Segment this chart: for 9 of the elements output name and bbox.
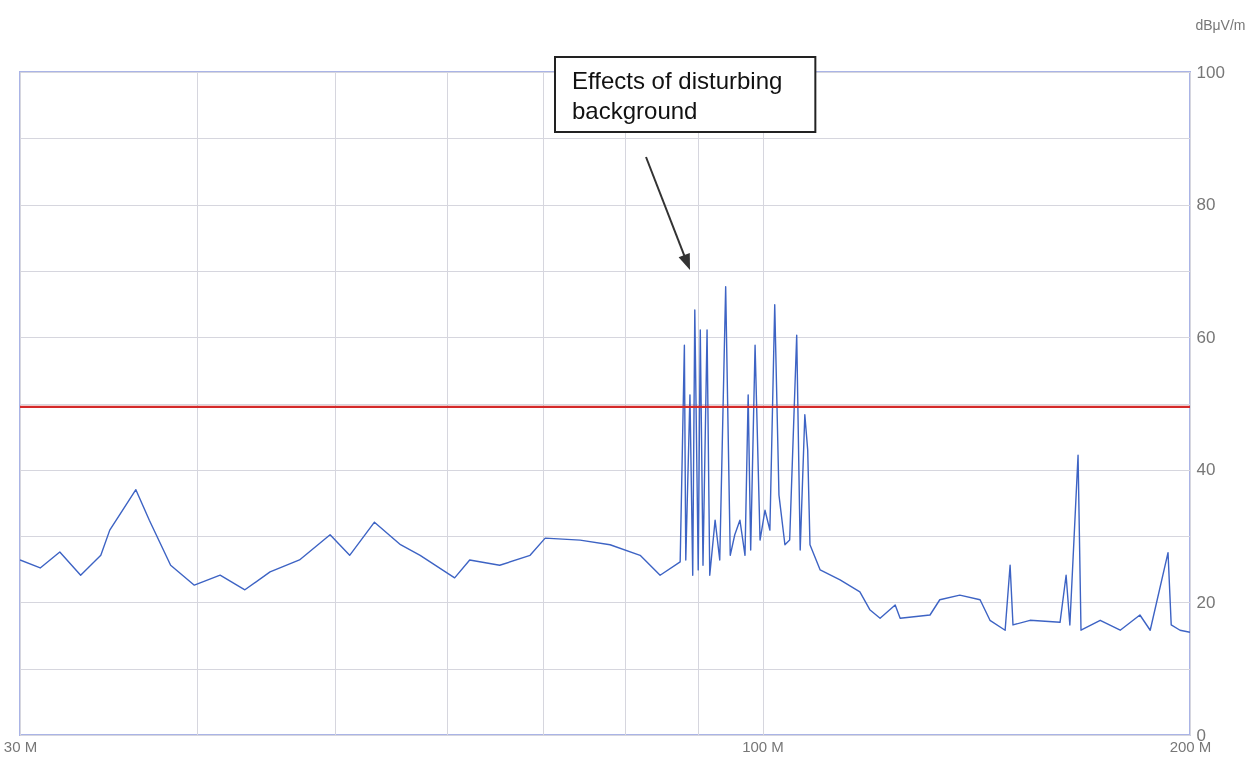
annotation: Effects of disturbing background	[572, 67, 783, 124]
y-tick-label: 100	[1196, 62, 1225, 82]
y-tick-label: 60	[1196, 327, 1216, 347]
y-tick-label: 40	[1196, 460, 1216, 480]
y-tick-label: 20	[1196, 592, 1216, 612]
y-tick-label: 80	[1196, 195, 1216, 215]
x-tick-label: 100 M	[742, 737, 784, 755]
x-tick-label: 30 M	[3, 737, 38, 755]
y-axis-title: dBμV/m	[1195, 16, 1246, 33]
